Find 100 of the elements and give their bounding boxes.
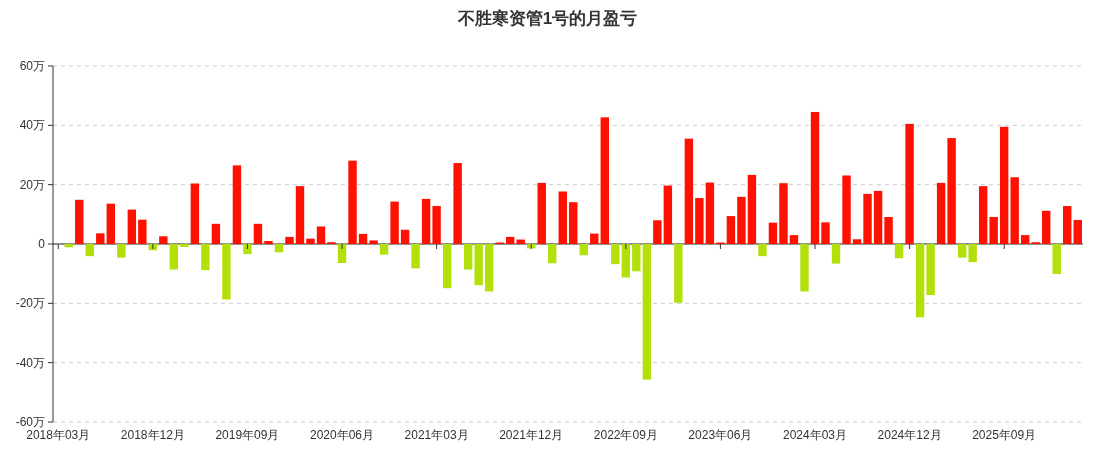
bar xyxy=(653,220,662,244)
bar xyxy=(695,198,704,244)
x-tick-label: 2025年09月 xyxy=(972,428,1037,442)
y-tick-label: 40万 xyxy=(19,118,45,133)
bar xyxy=(180,244,189,247)
bar xyxy=(810,111,820,244)
bar xyxy=(400,229,410,244)
bar xyxy=(442,244,452,289)
bar xyxy=(548,244,557,264)
bar xyxy=(674,244,683,303)
bar xyxy=(947,138,956,244)
bar xyxy=(348,160,357,244)
bar xyxy=(968,244,977,263)
bar xyxy=(758,244,767,257)
bar xyxy=(138,219,147,244)
bar xyxy=(747,174,757,244)
bar xyxy=(642,244,652,380)
bar xyxy=(243,244,252,255)
bar xyxy=(726,216,736,244)
bar xyxy=(117,244,126,258)
y-tick-label: -20万 xyxy=(15,296,45,311)
x-tick-label: 2020年06月 xyxy=(310,428,375,442)
bar xyxy=(842,175,851,244)
bar xyxy=(127,209,137,244)
bar xyxy=(705,182,715,244)
bar xyxy=(432,206,441,244)
bar xyxy=(379,244,389,255)
chart-title: 不胜寒资管1号的月盈亏 xyxy=(456,9,638,28)
bar xyxy=(463,244,473,270)
bar xyxy=(75,199,84,244)
x-tick-label: 2022年09月 xyxy=(593,428,658,442)
bar xyxy=(569,202,578,244)
bar xyxy=(484,244,494,292)
bar xyxy=(894,244,904,259)
bar xyxy=(768,222,778,244)
bar xyxy=(421,198,431,244)
bar xyxy=(915,244,925,318)
bar xyxy=(884,217,893,244)
bar xyxy=(852,239,862,244)
bar xyxy=(390,201,399,244)
bar xyxy=(579,244,588,256)
bar xyxy=(590,233,599,244)
bar xyxy=(600,117,609,244)
bar xyxy=(411,244,420,269)
bar xyxy=(537,182,546,244)
bar xyxy=(926,244,935,296)
bar xyxy=(1063,206,1072,244)
bar xyxy=(106,203,116,244)
x-tick-label: 2018年12月 xyxy=(120,428,185,442)
bar xyxy=(358,233,368,244)
bar xyxy=(453,163,462,244)
y-tick-label: 0 xyxy=(38,237,46,251)
bar xyxy=(264,241,273,244)
bar xyxy=(190,183,200,244)
bar xyxy=(800,244,809,292)
bar xyxy=(611,244,620,265)
bar xyxy=(989,217,998,244)
bar xyxy=(201,244,210,271)
bar xyxy=(285,236,294,244)
x-tick-label: 2024年12月 xyxy=(877,428,942,442)
bar xyxy=(789,235,799,244)
bar xyxy=(663,185,673,244)
bar xyxy=(232,165,242,244)
x-tick-label: 2021年12月 xyxy=(499,428,564,442)
bar xyxy=(295,186,305,244)
bar xyxy=(873,190,883,244)
bar xyxy=(306,238,315,244)
x-tick-label: 2023年06月 xyxy=(688,428,753,442)
bar xyxy=(779,183,788,244)
bar xyxy=(316,226,326,244)
bar xyxy=(831,244,841,264)
bar xyxy=(1073,219,1082,244)
x-tick-label: 2019年09月 xyxy=(215,428,280,442)
bar xyxy=(159,236,168,244)
bar xyxy=(863,193,872,244)
y-tick-label: -40万 xyxy=(15,355,45,370)
bar xyxy=(684,138,694,244)
bar xyxy=(821,222,830,244)
bar xyxy=(211,223,221,244)
bar xyxy=(1052,244,1061,274)
x-tick-label: 2018年03月 xyxy=(26,428,91,442)
x-tick-label: 2021年03月 xyxy=(404,428,469,442)
bar xyxy=(222,244,231,300)
bar xyxy=(1042,210,1051,244)
bar xyxy=(737,196,746,244)
bar xyxy=(369,240,378,244)
bar xyxy=(632,244,641,272)
bar xyxy=(274,244,284,253)
bar xyxy=(96,233,105,244)
bar xyxy=(936,182,946,244)
bar xyxy=(558,191,567,244)
bar xyxy=(957,244,967,258)
bar xyxy=(169,244,179,270)
bar xyxy=(1020,235,1030,244)
bar xyxy=(978,186,988,244)
bar xyxy=(85,244,94,257)
bar xyxy=(1010,177,1019,244)
bar xyxy=(905,123,914,244)
bar xyxy=(621,244,631,278)
y-tick-label: -60万 xyxy=(15,415,45,429)
